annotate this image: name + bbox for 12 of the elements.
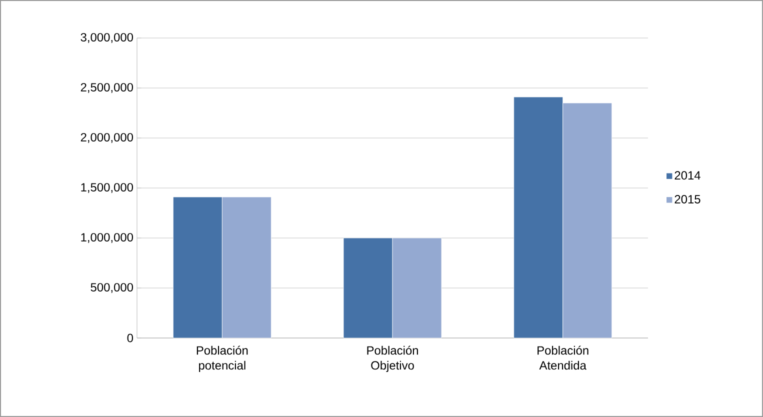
y-tick-label: 0 [127,334,134,342]
y-tick-label: 1,000,000 [81,233,134,243]
x-tick-label: Población potencial [196,346,248,372]
legend-label: 2014 [674,171,700,180]
x-tick-label: Población Objetivo [367,346,418,372]
legend-label: 2015 [674,194,700,204]
y-tick-label: 2,000,000 [80,133,134,143]
y-tick-label: 1,500,000 [81,183,134,193]
x-tick-label: Población Atendida [538,346,588,370]
y-tick-label: 3,000,000 [80,33,134,43]
y-tick-label: 2,500,000 [80,83,134,93]
y-tick-label: 500,000 [90,283,134,293]
